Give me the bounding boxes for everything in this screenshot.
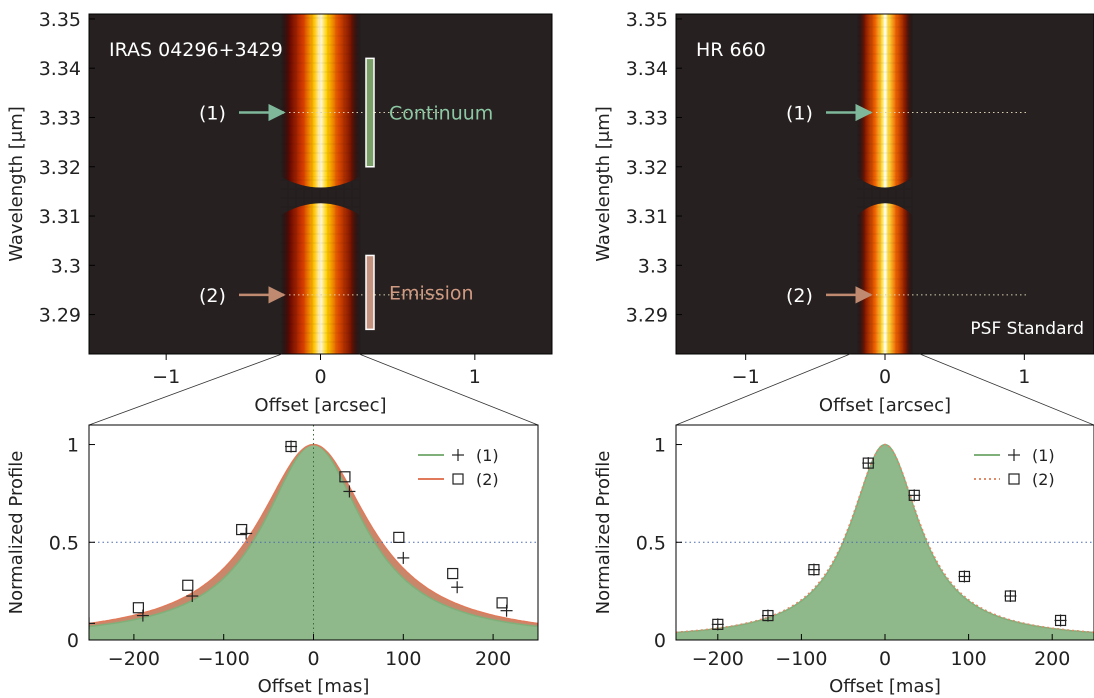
series-1-point — [89, 617, 95, 630]
x-tick-label: −200 — [108, 648, 160, 670]
x-tick-label: 200 — [1034, 648, 1070, 670]
series-2-point — [132, 602, 144, 614]
y-tick-label: 3.29 — [626, 305, 668, 327]
x-tick-label: 100 — [385, 648, 421, 670]
x-axis-label: Offset [arcsec] — [254, 395, 386, 416]
series-1-point — [285, 440, 298, 453]
series-1-point — [397, 551, 410, 564]
y-tick-label: 3.29 — [39, 305, 81, 327]
x-tick-label: 100 — [950, 648, 986, 670]
x-tick-label: 1 — [1018, 366, 1030, 388]
x-axis-label: Offset [mas] — [829, 676, 941, 697]
y-tick-label: 1 — [654, 435, 666, 457]
y-tick-label: 3.32 — [626, 157, 668, 179]
series-1-point — [240, 527, 253, 540]
series-2-point — [496, 597, 508, 609]
annotation-label-1: (1) — [786, 103, 813, 125]
series-1-point — [1004, 590, 1017, 603]
annotation-label-2: (2) — [199, 285, 226, 307]
series-1-point — [958, 570, 971, 583]
legend-label-1: (1) — [1032, 446, 1055, 465]
x-tick-label: 200 — [475, 648, 511, 670]
y-tick-label: 3.31 — [626, 206, 668, 228]
y-axis-label: Normalized Profile — [6, 451, 27, 615]
band-bar-2 — [365, 254, 375, 331]
pixel-grid — [857, 14, 913, 354]
y-axis-label: Normalized Profile — [593, 451, 614, 615]
legend-marker-square — [1008, 473, 1020, 485]
legend: (1)(2) — [974, 446, 1055, 489]
panel-title: IRAS 04296+3429 — [109, 39, 283, 61]
x-tick-label: 0 — [879, 366, 891, 388]
series-1-point — [343, 485, 356, 498]
series-2-point — [182, 579, 194, 591]
panel-title: HR 660 — [696, 39, 766, 61]
series-1-area — [676, 444, 1094, 640]
y-tick-label: 3.33 — [39, 107, 81, 129]
panel-note: PSF Standard — [970, 319, 1084, 339]
series-1-point — [908, 489, 921, 502]
x-axis-label: Offset [mas] — [258, 676, 370, 697]
legend-label-2: (2) — [476, 470, 499, 489]
x-tick-label: −100 — [775, 648, 827, 670]
x-tick-label: −1 — [152, 366, 180, 388]
x-tick-label: 1 — [469, 366, 481, 388]
series-1-point — [451, 581, 464, 594]
y-tick-label: 3.32 — [39, 157, 81, 179]
x-tick-label: 0 — [314, 366, 326, 388]
y-tick-label: 3.34 — [39, 58, 81, 80]
zoom-line-right — [358, 353, 539, 426]
zoom-line-left — [675, 353, 851, 426]
series-1-point — [761, 609, 774, 622]
series-1-point — [807, 563, 820, 576]
x-tick-label: −200 — [692, 648, 744, 670]
y-axis-label: Wavelength [μm] — [6, 106, 27, 262]
band-label-2: Emission — [389, 282, 474, 304]
series-1-point — [1054, 614, 1067, 627]
legend-label-1: (1) — [476, 446, 499, 465]
series-1-point — [500, 604, 513, 617]
y-tick-label: 0 — [67, 630, 79, 652]
y-tick-label: 3.35 — [626, 9, 668, 31]
y-tick-label: 0.5 — [49, 532, 79, 554]
annotation-label-2: (2) — [786, 285, 813, 307]
y-tick-label: 3.34 — [626, 58, 668, 80]
y-tick-label: 0.5 — [636, 532, 666, 554]
y-axis-label: Wavelength [μm] — [593, 106, 614, 262]
x-tick-label: −1 — [732, 366, 760, 388]
annotation-label-1: (1) — [199, 103, 226, 125]
y-tick-label: 3.35 — [39, 9, 81, 31]
band-bar-1 — [365, 57, 375, 168]
zoom-line-right — [919, 353, 1094, 426]
heatmap-panel-2: HR 660 PSF Standard (1) (2) 3.29 3.3 3.31 3.32 3… — [593, 9, 1094, 416]
pixel-grid — [280, 14, 361, 354]
y-tick-label: 3.3 — [638, 255, 668, 277]
y-tick-label: 3.3 — [51, 255, 81, 277]
band-label-1: Continuum — [389, 103, 493, 125]
series-1-point — [862, 457, 875, 470]
legend-label-2: (2) — [1032, 470, 1055, 489]
x-axis-label: Offset [arcsec] — [819, 395, 951, 416]
y-tick-label: 0 — [654, 630, 666, 652]
series-2-line — [676, 443, 1094, 633]
y-tick-label: 1 — [67, 435, 79, 457]
legend: (1)(2) — [418, 446, 499, 489]
heatmap-panel-1: IRAS 04296+3429 (1) (2) Continuum Emission 3.… — [6, 9, 553, 416]
series-2-point — [339, 471, 351, 483]
y-tick-label: 3.33 — [626, 107, 668, 129]
legend-marker-square — [452, 473, 464, 485]
x-tick-label: −100 — [198, 648, 250, 670]
series-2-point — [447, 567, 459, 580]
y-tick-label: 3.31 — [39, 206, 81, 228]
zoom-line-left — [88, 353, 283, 426]
x-tick-label: 0 — [879, 648, 891, 670]
x-tick-label: 0 — [307, 648, 319, 670]
series-1-point — [186, 590, 199, 603]
series-2-point — [393, 531, 405, 543]
series-1-point — [136, 609, 149, 622]
series-1-point — [711, 618, 724, 631]
